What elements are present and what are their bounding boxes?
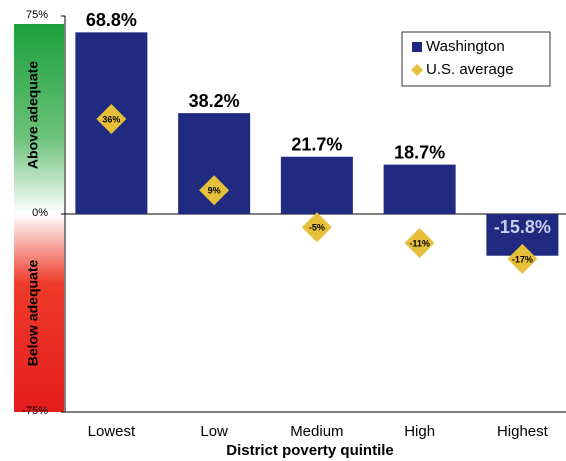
x-tick-label: Medium: [290, 423, 343, 440]
bar: [280, 156, 353, 214]
y-tick-label: 0%: [32, 207, 48, 219]
diamond-marker: [199, 175, 230, 206]
diamond-marker: [404, 228, 435, 259]
bar-label: -15.8%: [494, 217, 551, 237]
legend-box: [401, 31, 551, 87]
marker-label: 36%: [102, 114, 120, 124]
legend-label: Washington: [426, 38, 505, 55]
adequacy-band: Above adequate Below adequate: [14, 24, 64, 412]
below-label: Below adequate: [25, 260, 41, 367]
diamond-marker: [301, 212, 332, 243]
x-tick-label: Lowest: [88, 423, 136, 440]
marker-label: -5%: [309, 223, 325, 233]
x-tick-label: Highest: [497, 423, 549, 440]
below-band: [14, 214, 64, 412]
y-tick-label: 75%: [26, 9, 48, 21]
diamond-marker: [507, 243, 538, 274]
x-axis-title: District poverty quintile: [226, 442, 394, 459]
legend: Washington U.S. average: [401, 31, 551, 87]
x-tick-label: High: [404, 423, 435, 440]
above-band: [14, 24, 64, 214]
bar-label: 68.8%: [86, 10, 137, 30]
x-tick-label: Low: [200, 423, 228, 440]
above-label: Above adequate: [25, 61, 41, 169]
marker-label: -17%: [512, 254, 533, 264]
diamond-marker: [96, 103, 127, 134]
legend-swatch: [411, 64, 423, 76]
marker-label: 9%: [208, 186, 221, 196]
bar-label: 38.2%: [189, 91, 240, 111]
y-tick-label: -75%: [22, 405, 48, 417]
bar: [383, 164, 456, 214]
legend-swatch: [412, 42, 422, 52]
plot-area: -75% 0% 75% Lowest 68.8% Low 38.2% Medium 21.7% H…: [22, 9, 566, 440]
marker-label: -11%: [409, 238, 430, 248]
bar-label: 21.7%: [291, 134, 342, 154]
bar-label: 18.7%: [394, 142, 445, 162]
legend-label: U.S. average: [426, 61, 514, 78]
